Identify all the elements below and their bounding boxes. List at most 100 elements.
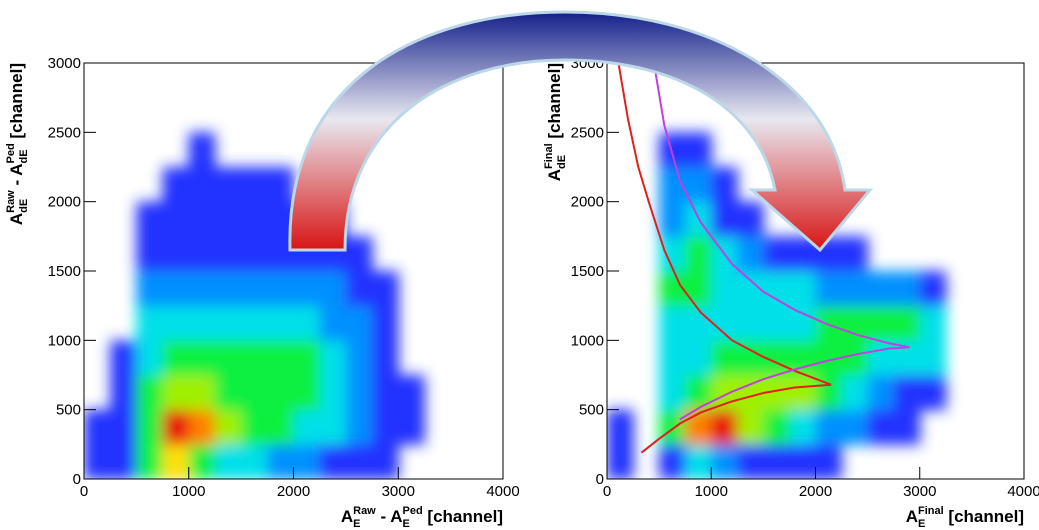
density-cell — [162, 340, 190, 376]
x-tick-label: 0 — [603, 483, 611, 500]
density-cell — [293, 271, 321, 307]
density-cell — [319, 409, 347, 445]
density-cell — [319, 375, 347, 411]
density-cell — [789, 305, 816, 341]
y-tick-label: 2000 — [48, 194, 81, 211]
density-cell — [319, 271, 347, 307]
density-cell — [214, 409, 242, 445]
label-text: A — [906, 507, 918, 526]
density-cell — [162, 409, 190, 445]
density-cell — [214, 271, 242, 307]
density-cell — [345, 444, 373, 479]
density-cell — [372, 444, 399, 479]
density-cell — [685, 375, 712, 411]
label-sub: dE — [18, 149, 30, 163]
density-cell — [737, 444, 764, 479]
density-cell — [372, 271, 399, 307]
density-cell — [110, 375, 137, 411]
y-tick-label: 500 — [579, 402, 604, 419]
density-cell — [398, 375, 425, 411]
density-cell — [267, 375, 294, 411]
label-text: A — [7, 213, 26, 225]
density-cell — [867, 375, 895, 411]
density-cell — [136, 236, 164, 272]
density-cell — [319, 305, 347, 341]
density-cell — [815, 305, 843, 341]
density-cell — [162, 375, 190, 411]
density-cell — [737, 409, 764, 445]
density-cell — [372, 375, 399, 411]
density-cell — [841, 340, 869, 376]
density-cell — [188, 132, 216, 168]
density-cell — [659, 444, 686, 479]
density-cell — [398, 409, 425, 445]
label-sup: Ped — [5, 143, 17, 163]
density-cell — [136, 444, 164, 479]
y-tick-label: 1000 — [48, 332, 81, 349]
density-cell — [711, 201, 738, 237]
density-cell — [659, 409, 686, 445]
fit-curve — [640, 383, 832, 454]
density-cell — [841, 271, 869, 307]
label-sup: Ped — [403, 505, 423, 517]
density-cell — [659, 305, 686, 341]
y-tick-label: 500 — [56, 402, 81, 419]
label-text: A — [341, 507, 353, 526]
density-cell — [685, 271, 712, 307]
density-cell — [372, 305, 399, 341]
heatmap-cells — [84, 132, 425, 479]
density-cell — [241, 236, 268, 272]
density-cell — [345, 375, 373, 411]
density-cell — [188, 201, 216, 237]
density-cell — [372, 409, 399, 445]
density-cell — [162, 201, 190, 237]
density-cell — [267, 167, 294, 203]
density-cell — [659, 271, 686, 307]
density-cell — [136, 271, 164, 307]
density-cell — [162, 271, 190, 307]
density-cell — [293, 305, 321, 341]
density-cell — [685, 409, 712, 445]
density-cell — [214, 201, 242, 237]
label-sub: E — [403, 518, 410, 530]
density-cell — [841, 409, 869, 445]
density-cell — [188, 236, 216, 272]
density-cell — [685, 132, 712, 168]
density-cell — [893, 375, 921, 411]
density-cell — [214, 305, 242, 341]
label-text: [channel] — [545, 63, 564, 143]
chart: 0 1000 2000 3000 4000 0 500 1000 1500 2000 2500 300… — [5, 55, 520, 530]
x-tick-label: 2000 — [277, 483, 310, 500]
density-cell — [214, 375, 242, 411]
density-cell — [241, 375, 268, 411]
x-tick-label: 4000 — [1007, 483, 1039, 500]
density-cell — [763, 305, 790, 341]
density-cell — [188, 271, 216, 307]
density-cell — [763, 444, 790, 479]
density-cell — [893, 305, 921, 341]
density-cell — [293, 409, 321, 445]
density-cell — [267, 444, 294, 479]
label-sup: Final — [918, 505, 944, 517]
label-text: [channel] — [423, 507, 503, 526]
y-tick-label: 0 — [73, 471, 81, 488]
charts: 0 1000 2000 3000 4000 0 500 1000 1500 2000 2500 300… — [5, 55, 1039, 530]
density-cell — [162, 305, 190, 341]
x-tick-label: 3000 — [903, 483, 936, 500]
density-cell — [763, 236, 790, 272]
fit-curve — [652, 63, 910, 349]
density-cell — [867, 305, 895, 341]
label-sub: E — [918, 518, 925, 530]
density-cell — [136, 409, 164, 445]
density-cell — [267, 305, 294, 341]
density-cell — [214, 340, 242, 376]
density-cell — [241, 167, 268, 203]
density-cell — [162, 444, 190, 479]
density-cell — [919, 305, 947, 341]
density-cell — [711, 305, 738, 341]
density-cell — [763, 271, 790, 307]
density-cell — [789, 409, 816, 445]
density-cell — [737, 201, 764, 237]
